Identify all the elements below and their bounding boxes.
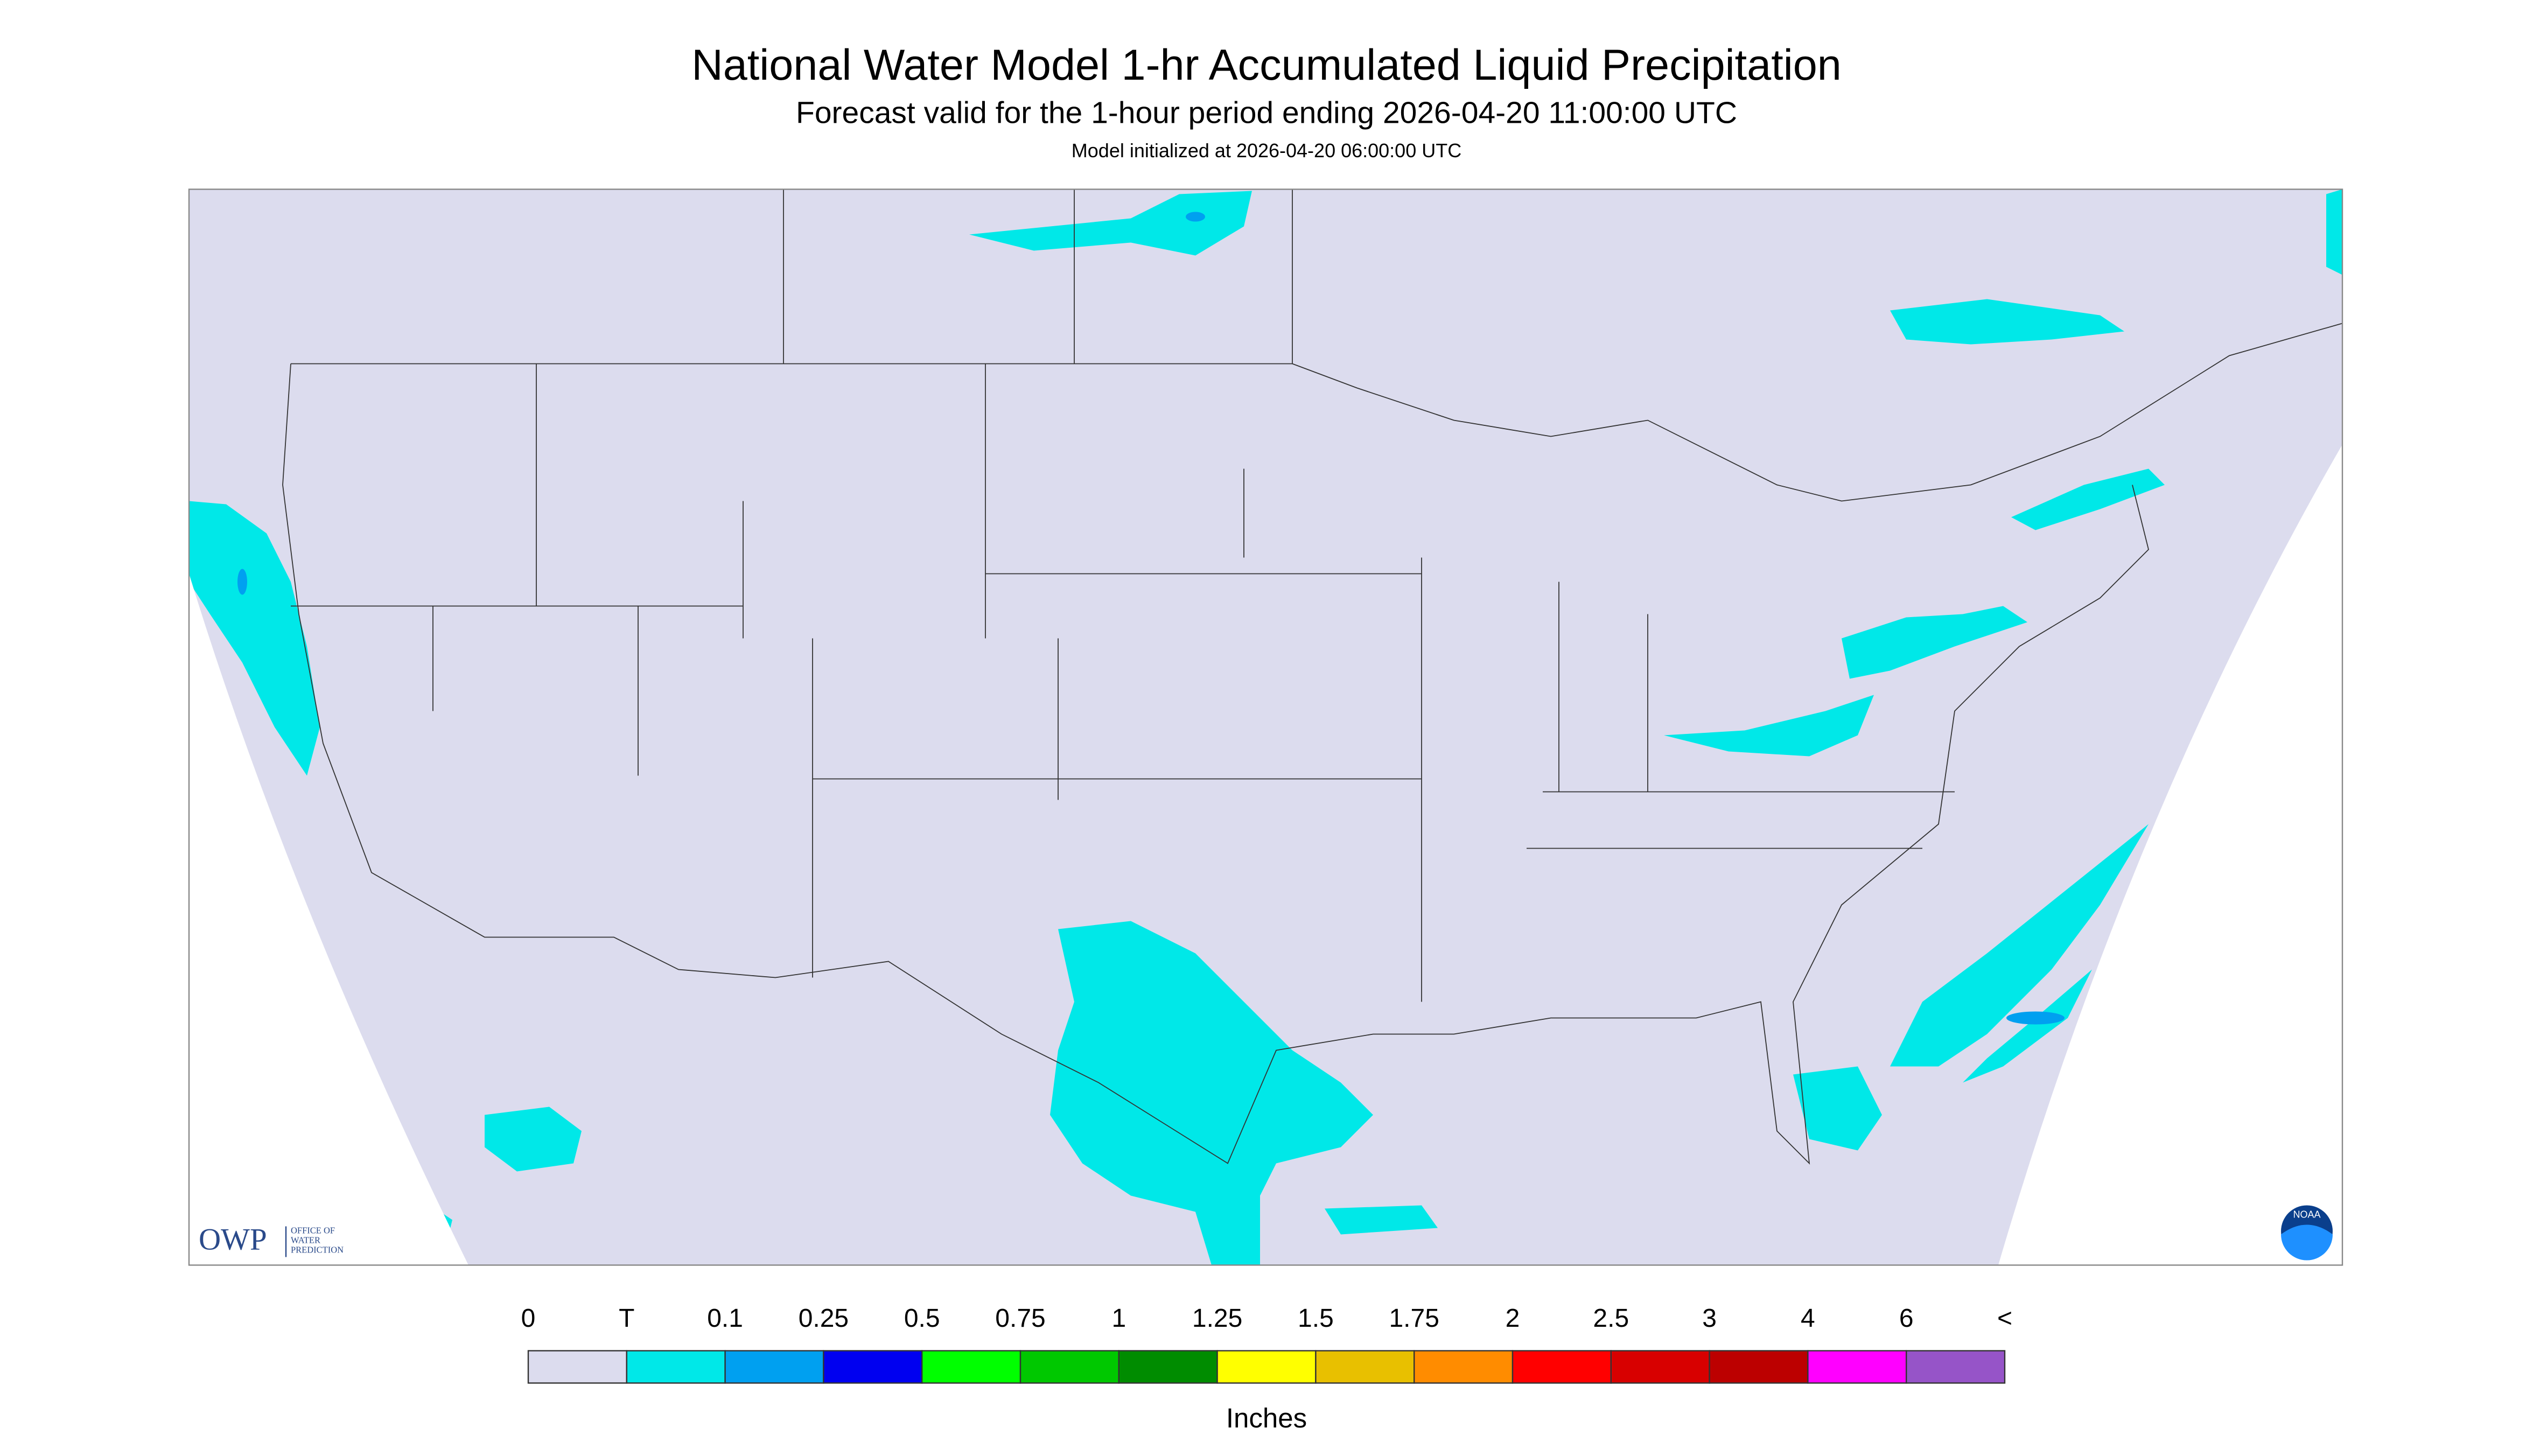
legend-label: 0 [521, 1304, 536, 1333]
color-swatch [1315, 1350, 1415, 1384]
color-swatch [823, 1350, 923, 1384]
noaa-text: NOAA [2293, 1209, 2320, 1220]
legend-label: 1.5 [1298, 1304, 1334, 1333]
outside-domain-right [1998, 444, 2342, 1265]
color-swatch [527, 1350, 628, 1384]
legend-label: 0.1 [707, 1304, 743, 1333]
legend-label: 0.5 [904, 1304, 940, 1333]
init-note: Model initialized at 2026-04-20 06:00:00… [1072, 139, 1461, 162]
legend-label: 0.75 [995, 1304, 1045, 1333]
title: National Water Model 1-hr Accumulated Li… [691, 41, 1842, 89]
owp-line: OFFICE OF [291, 1225, 335, 1235]
color-swatch [724, 1350, 824, 1384]
legend-label: 2 [1506, 1304, 1520, 1333]
color-swatch [1414, 1350, 1514, 1384]
legend-label: 3 [1702, 1304, 1717, 1333]
precip-cores [237, 212, 2065, 1025]
color-swatch [626, 1350, 726, 1384]
color-swatch [1512, 1350, 1612, 1384]
color-swatch [1807, 1350, 1907, 1384]
legend-label: 1 [1111, 1304, 1126, 1333]
subtitle: Forecast valid for the 1-hour period end… [796, 96, 1737, 130]
color-swatch [1610, 1350, 1710, 1384]
legend-label: 2.5 [1593, 1304, 1629, 1333]
boundaries [282, 189, 2343, 1165]
legend-label: 1.75 [1389, 1304, 1439, 1333]
color-swatch [1709, 1350, 1809, 1384]
color-swatch [1118, 1350, 1218, 1384]
legend-label: T [619, 1304, 634, 1333]
legend-unit: Inches [1226, 1403, 1307, 1433]
legend-label: 1.25 [1192, 1304, 1242, 1333]
legend-label: 4 [1801, 1304, 1815, 1333]
outside-domain-left [189, 573, 468, 1265]
legend-label: 0.25 [799, 1304, 849, 1333]
color-swatch [921, 1350, 1021, 1384]
colorbar: 0 T 0.1 0.25 0.5 0.75 1 1.25 1.5 1.75 2 2.5 3 4 6 < [521, 1304, 2012, 1384]
color-swatch [1019, 1350, 1120, 1384]
color-swatch [1216, 1350, 1317, 1384]
map-frame [188, 188, 2343, 1266]
color-swatch [1905, 1350, 2006, 1384]
legend-label: < [1997, 1304, 2012, 1333]
legend-label: 6 [1899, 1304, 1914, 1333]
owp-line: WATER [291, 1235, 320, 1245]
owp-logo: OWP [199, 1223, 267, 1257]
noaa-logo: NOAA [2281, 1205, 2333, 1261]
owp-line: PREDICTION [291, 1244, 344, 1255]
